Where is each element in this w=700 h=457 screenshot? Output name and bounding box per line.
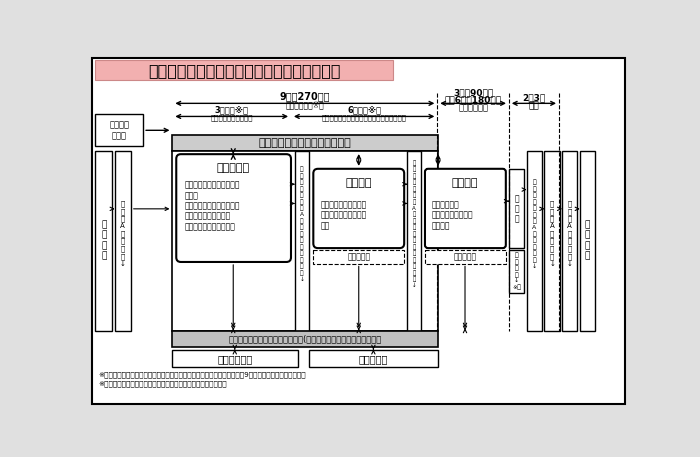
Text: ・企業分析の
　検証（ﾋﾞｭｰ）
・再分析: ・企業分析の 検証（ﾋﾞｭｰ） ・再分析 [431,200,472,230]
Bar [526,151,542,330]
Text: 6月程度※１: 6月程度※１ [347,106,382,115]
Bar [425,250,506,264]
Bar [172,350,298,367]
Text: 中
医
協
A
評
価
決
定
↓: 中 医 協 A 評 価 決 定 ↓ [549,200,555,266]
Bar [295,151,309,330]
Bar [309,350,438,367]
Text: 企業分析: 企業分析 [346,178,372,188]
Text: ※１「分析前協議」と「分析の枠組みに基づく企業分析」の合計の期間は9月を上回らないこととする。: ※１「分析前協議」と「分析の枠組みに基づく企業分析」の合計の期間は9月を上回らな… [99,372,306,378]
Bar [562,151,578,330]
Text: 2～3月: 2～3月 [522,94,545,102]
Bar [509,169,524,248]
Text: 程度: 程度 [528,101,539,110]
Text: （決定された分析枠組みに基づく企業分析）: （決定された分析枠組みに基づく企業分析） [321,115,407,121]
Text: 分析前協議: 分析前協議 [217,163,250,173]
Text: 追
加
分
析
↓
※２: 追 加 分 析 ↓ ※２ [512,252,521,290]
Bar [94,60,393,80]
Text: 保
険
収
載: 保 険 収 載 [102,220,106,260]
Bar [95,114,144,147]
Bar [172,330,438,347]
Bar [172,135,438,151]
Text: 価
格
調
整: 価 格 調 整 [584,220,590,260]
Text: 又は6月（180日）: 又は6月（180日） [444,96,502,105]
Text: （分析枠組みの決定）: （分析枠組みの決定） [211,115,253,121]
Text: 専
門
組
織
（
一
）
A
分
析
の
枠
組
み
の
決
定
↓: 専 門 組 織 （ 一 ） A 分 析 の 枠 組 み の 決 定 ↓ [300,167,304,282]
Text: 必要な協議: 必要な協議 [347,253,370,262]
Text: 再
分
析: 再 分 析 [514,194,519,224]
Text: 臨床の専門家: 臨床の専門家 [217,354,253,364]
Text: 専
門
組
織
（
三
）
A
総
合
的
評
価
↓: 専 門 組 織 （ 三 ） A 総 合 的 評 価 ↓ [532,180,537,269]
Text: 中
医
協
A
品
目
指
定
↓: 中 医 協 A 品 目 指 定 ↓ [120,200,125,266]
Bar [509,250,524,293]
Text: （公約分析）: （公約分析） [458,103,488,112]
Text: ・分析の枠組みに基づ
　き、企業が分析を実
　施: ・分析の枠組みに基づ き、企業が分析を実 施 [321,200,368,230]
Text: 公的分析: 公的分析 [452,178,478,188]
Text: 企　業　（医薬品、医療機器）: 企 業 （医薬品、医療機器） [258,138,351,149]
Bar [545,151,560,330]
FancyBboxPatch shape [425,169,506,248]
Bar [115,151,131,330]
Text: 標準的な分析プロセス及び分析期間の見直し: 標準的な分析プロセス及び分析期間の見直し [148,64,340,79]
FancyBboxPatch shape [314,169,404,248]
Bar [95,151,113,330]
Text: 標準的な
期　間: 標準的な 期 間 [109,121,130,140]
Text: （企業分析）※１: （企業分析）※１ [286,101,324,109]
Text: 専
門
組
織
（
二
）
A
企
業
分
析
及
び
検
証
の
確
認
↓: 専 門 組 織 （ 二 ） A 企 業 分 析 及 び 検 証 の 確 認 ↓ [412,160,416,288]
Text: 3月（90日）: 3月（90日） [453,88,494,97]
FancyBboxPatch shape [176,154,291,262]
Bar [172,151,438,330]
Bar [407,151,421,330]
Text: 3月程度※１: 3月程度※１ [215,106,248,115]
Text: 厚生労働省・国立保健医療科学院(保健医療経済評価研究センター）: 厚生労働省・国立保健医療科学院(保健医療経済評価研究センター） [228,335,382,344]
Text: ・企業が分析の枠組み案を
　提出
・提出された枠組み案に基
　づく協議、論点整理
・協議内容は文書で記録: ・企業が分析の枠組み案を 提出 ・提出された枠組み案に基 づく協議、論点整理 ・… [185,181,240,231]
Text: 公的分析班: 公的分析班 [358,354,388,364]
Bar [580,151,595,330]
Text: 必要な協議: 必要な協議 [454,253,477,262]
Text: ※２　公的分析の結果、再分析まで実施した場合を示している。: ※２ 公的分析の結果、再分析まで実施した場合を示している。 [99,380,227,387]
Text: 中
医
協
A
価
格
決
定
↓: 中 医 協 A 価 格 決 定 ↓ [567,200,573,266]
Bar [314,250,404,264]
Text: 9月（270日）: 9月（270日） [279,91,330,101]
